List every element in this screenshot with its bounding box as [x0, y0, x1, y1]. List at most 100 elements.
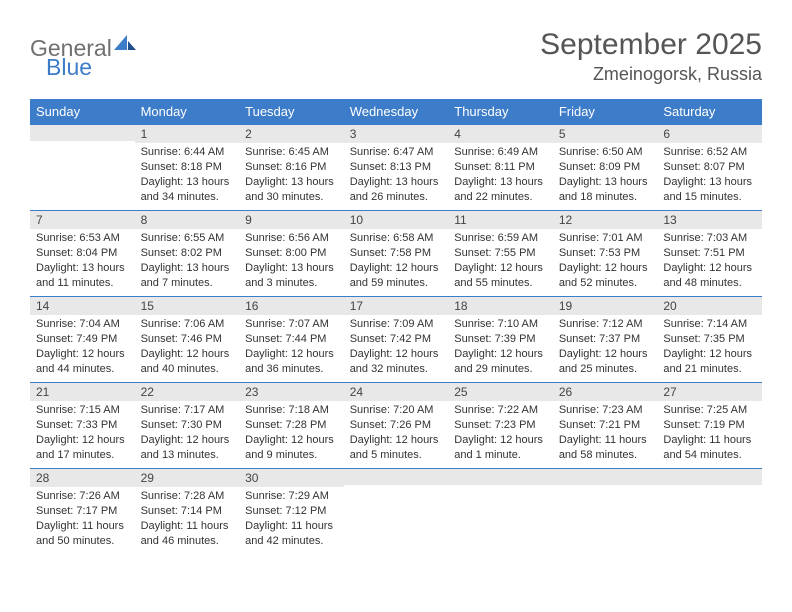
day-content: Sunrise: 6:45 AMSunset: 8:16 PMDaylight:… — [239, 143, 344, 208]
logo-text-blue: Blue — [46, 54, 92, 80]
day-number: 6 — [657, 124, 762, 143]
day-number: 28 — [30, 468, 135, 487]
sunrise-text: Sunrise: 6:47 AM — [350, 145, 443, 160]
sunrise-text: Sunrise: 7:03 AM — [663, 231, 756, 246]
day-number: 8 — [135, 210, 240, 229]
calendar-cell: 9 Sunrise: 6:56 AMSunset: 8:00 PMDaylight… — [239, 210, 344, 296]
daylight-text: Daylight: 12 hours and 52 minutes. — [559, 261, 652, 291]
day-number: 26 — [553, 382, 658, 401]
daylight-text: Daylight: 13 hours and 3 minutes. — [245, 261, 338, 291]
daylight-text: Daylight: 13 hours and 18 minutes. — [559, 175, 652, 205]
day-number — [553, 468, 658, 485]
day-number: 23 — [239, 382, 344, 401]
calendar-cell: 30Sunrise: 7:29 AMSunset: 7:12 PMDayligh… — [239, 468, 344, 554]
day-number: 22 — [135, 382, 240, 401]
sunset-text: Sunset: 7:53 PM — [559, 246, 652, 261]
calendar-cell: 13Sunrise: 7:03 AMSunset: 7:51 PMDayligh… — [657, 210, 762, 296]
logo-text-blue-wrap: Blue — [46, 54, 92, 81]
day-number: 2 — [239, 124, 344, 143]
calendar-cell: 10Sunrise: 6:58 AMSunset: 7:58 PMDayligh… — [344, 210, 449, 296]
daylight-text: Daylight: 12 hours and 13 minutes. — [141, 433, 234, 463]
day-header: Saturday — [657, 99, 762, 124]
calendar-cell: 1Sunrise: 6:44 AMSunset: 8:18 PMDaylight… — [135, 124, 240, 210]
sunrise-text: Sunrise: 6:55 AM — [141, 231, 234, 246]
daylight-text: Daylight: 11 hours and 42 minutes. — [245, 519, 338, 549]
calendar-cell: 14Sunrise: 7:04 AMSunset: 7:49 PMDayligh… — [30, 296, 135, 382]
day-number: 15 — [135, 296, 240, 315]
sunset-text: Sunset: 7:33 PM — [36, 418, 129, 433]
sunset-text: Sunset: 8:02 PM — [141, 246, 234, 261]
calendar-week: 14Sunrise: 7:04 AMSunset: 7:49 PMDayligh… — [30, 296, 762, 382]
day-number: 11 — [448, 210, 553, 229]
daylight-text: Daylight: 12 hours and 25 minutes. — [559, 347, 652, 377]
sunset-text: Sunset: 7:19 PM — [663, 418, 756, 433]
calendar-cell: 23Sunrise: 7:18 AMSunset: 7:28 PMDayligh… — [239, 382, 344, 468]
day-content: Sunrise: 7:29 AMSunset: 7:12 PMDaylight:… — [239, 487, 344, 552]
daylight-text: Daylight: 11 hours and 50 minutes. — [36, 519, 129, 549]
day-content: Sunrise: 6:58 AMSunset: 7:58 PMDaylight:… — [344, 229, 449, 294]
day-content: Sunrise: 7:04 AMSunset: 7:49 PMDaylight:… — [30, 315, 135, 380]
day-number: 25 — [448, 382, 553, 401]
calendar-cell: 17Sunrise: 7:09 AMSunset: 7:42 PMDayligh… — [344, 296, 449, 382]
day-number: 29 — [135, 468, 240, 487]
sunset-text: Sunset: 7:35 PM — [663, 332, 756, 347]
calendar-cell: 3Sunrise: 6:47 AMSunset: 8:13 PMDaylight… — [344, 124, 449, 210]
daylight-text: Daylight: 12 hours and 17 minutes. — [36, 433, 129, 463]
day-content: Sunrise: 7:01 AMSunset: 7:53 PMDaylight:… — [553, 229, 658, 294]
daylight-text: Daylight: 13 hours and 30 minutes. — [245, 175, 338, 205]
day-header-row: SundayMondayTuesdayWednesdayThursdayFrid… — [30, 99, 762, 124]
sunset-text: Sunset: 8:00 PM — [245, 246, 338, 261]
day-number: 24 — [344, 382, 449, 401]
calendar-cell: 11Sunrise: 6:59 AMSunset: 7:55 PMDayligh… — [448, 210, 553, 296]
sunrise-text: Sunrise: 6:58 AM — [350, 231, 443, 246]
calendar-cell: 8 Sunrise: 6:55 AMSunset: 8:02 PMDaylight… — [135, 210, 240, 296]
day-content: Sunrise: 7:23 AMSunset: 7:21 PMDaylight:… — [553, 401, 658, 466]
location: Zmeinogorsk, Russia — [540, 64, 762, 85]
day-number: 21 — [30, 382, 135, 401]
day-number: 9 — [239, 210, 344, 229]
calendar-cell: 4Sunrise: 6:49 AMSunset: 8:11 PMDaylight… — [448, 124, 553, 210]
daylight-text: Daylight: 11 hours and 54 minutes. — [663, 433, 756, 463]
day-number: 5 — [553, 124, 658, 143]
day-header: Friday — [553, 99, 658, 124]
header: General September 2025 Zmeinogorsk, Russ… — [30, 28, 762, 85]
sunrise-text: Sunrise: 7:22 AM — [454, 403, 547, 418]
calendar-cell: 12Sunrise: 7:01 AMSunset: 7:53 PMDayligh… — [553, 210, 658, 296]
sunrise-text: Sunrise: 6:45 AM — [245, 145, 338, 160]
sunrise-text: Sunrise: 7:18 AM — [245, 403, 338, 418]
sunset-text: Sunset: 7:30 PM — [141, 418, 234, 433]
calendar-cell: 29Sunrise: 7:28 AMSunset: 7:14 PMDayligh… — [135, 468, 240, 554]
day-content: Sunrise: 7:18 AMSunset: 7:28 PMDaylight:… — [239, 401, 344, 466]
daylight-text: Daylight: 12 hours and 21 minutes. — [663, 347, 756, 377]
calendar-cell: 26Sunrise: 7:23 AMSunset: 7:21 PMDayligh… — [553, 382, 658, 468]
sunset-text: Sunset: 7:28 PM — [245, 418, 338, 433]
daylight-text: Daylight: 13 hours and 11 minutes. — [36, 261, 129, 291]
day-number: 27 — [657, 382, 762, 401]
sunrise-text: Sunrise: 6:50 AM — [559, 145, 652, 160]
day-content: Sunrise: 6:50 AMSunset: 8:09 PMDaylight:… — [553, 143, 658, 208]
sunset-text: Sunset: 7:55 PM — [454, 246, 547, 261]
day-header: Monday — [135, 99, 240, 124]
daylight-text: Daylight: 13 hours and 7 minutes. — [141, 261, 234, 291]
day-content: Sunrise: 6:44 AMSunset: 8:18 PMDaylight:… — [135, 143, 240, 208]
sunrise-text: Sunrise: 7:12 AM — [559, 317, 652, 332]
day-content: Sunrise: 7:22 AMSunset: 7:23 PMDaylight:… — [448, 401, 553, 466]
sunset-text: Sunset: 8:16 PM — [245, 160, 338, 175]
title-block: September 2025 Zmeinogorsk, Russia — [540, 28, 762, 85]
day-number: 1 — [135, 124, 240, 143]
sunrise-text: Sunrise: 6:49 AM — [454, 145, 547, 160]
sunrise-text: Sunrise: 7:15 AM — [36, 403, 129, 418]
sunset-text: Sunset: 7:23 PM — [454, 418, 547, 433]
day-number: 4 — [448, 124, 553, 143]
day-content: Sunrise: 7:14 AMSunset: 7:35 PMDaylight:… — [657, 315, 762, 380]
sunrise-text: Sunrise: 6:56 AM — [245, 231, 338, 246]
calendar-cell: 19Sunrise: 7:12 AMSunset: 7:37 PMDayligh… — [553, 296, 658, 382]
calendar-cell — [344, 468, 449, 554]
daylight-text: Daylight: 12 hours and 36 minutes. — [245, 347, 338, 377]
sunset-text: Sunset: 7:39 PM — [454, 332, 547, 347]
sunrise-text: Sunrise: 7:28 AM — [141, 489, 234, 504]
sunrise-text: Sunrise: 6:59 AM — [454, 231, 547, 246]
calendar-cell: 25Sunrise: 7:22 AMSunset: 7:23 PMDayligh… — [448, 382, 553, 468]
calendar-week: 7Sunrise: 6:53 AMSunset: 8:04 PMDaylight… — [30, 210, 762, 296]
daylight-text: Daylight: 12 hours and 5 minutes. — [350, 433, 443, 463]
